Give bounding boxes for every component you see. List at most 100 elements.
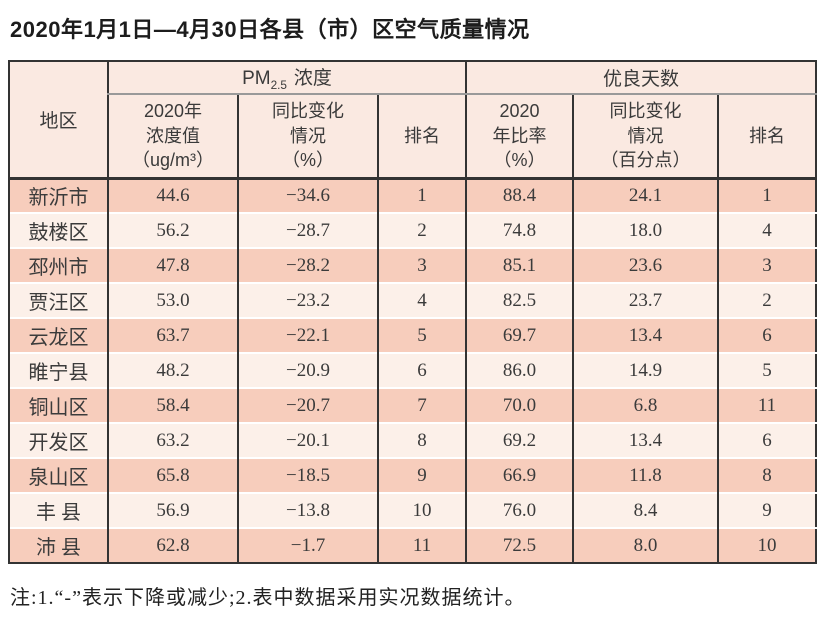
- region-cell: 邳州市: [8, 247, 108, 283]
- column-header-pm25-rank: 排名: [377, 94, 466, 178]
- section-header-good-days: 优良天数: [464, 61, 817, 95]
- sub-header-row: 2020年 浓度值 （ug/m³） 同比变化 情况 （%） 排名 2020 年比…: [9, 94, 817, 178]
- pm25-value-cell: 56.9: [107, 492, 238, 528]
- pm25-label-rest: 浓度: [293, 68, 332, 90]
- column-header-region: 地区: [8, 61, 108, 178]
- good-rank-cell: 3: [716, 247, 817, 283]
- pm25-value-cell: 44.6: [107, 176, 238, 213]
- good-rate-cell: 69.2: [465, 422, 573, 458]
- good-rate-cell: 88.4: [465, 176, 573, 213]
- region-cell: 新沂市: [8, 176, 108, 213]
- good-change-cell: 8.4: [572, 492, 718, 528]
- good-change-cell: 18.0: [572, 212, 718, 248]
- good-change-cell: 13.4: [572, 317, 718, 353]
- good-change-cell: 23.6: [572, 247, 718, 283]
- pm25-rank-cell: 4: [377, 282, 466, 318]
- region-cell: 鼓楼区: [8, 212, 108, 248]
- good-change-cell: 11.8: [572, 457, 718, 493]
- footnote: 注:1.“-”表示下降或减少;2.表中数据采用实况数据统计。: [10, 587, 526, 609]
- pm25-label-subscript: 2.5: [270, 78, 287, 92]
- pm25-value-cell: 48.2: [107, 352, 238, 388]
- pm25-rank-cell: 10: [377, 492, 466, 528]
- good-rate-cell: 85.1: [465, 247, 573, 283]
- table-row: 开发区 63.2 −20.1 8 69.2 13.4 6: [8, 422, 817, 458]
- good-rate-cell: 74.8: [465, 212, 573, 248]
- good-rate-cell: 76.0: [465, 492, 573, 528]
- good-rate-cell: 69.7: [465, 317, 573, 353]
- column-header-pm25-value: 2020年 浓度值 （ug/m³）: [107, 94, 238, 178]
- pm25-change-cell: −28.7: [237, 212, 378, 248]
- column-header-pm25-change: 同比变化 情况 （%）: [237, 94, 378, 178]
- pm25-value-cell: 47.8: [107, 247, 238, 283]
- good-rank-cell: 2: [716, 282, 817, 318]
- good-rate-cell: 66.9: [465, 457, 573, 493]
- pm25-rank-cell: 1: [377, 176, 466, 213]
- pm25-rank-cell: 6: [377, 352, 466, 388]
- section-header-row: 地区 PM2.5 浓度 优良天数: [8, 61, 817, 178]
- region-cell: 沛 县: [8, 527, 108, 563]
- good-change-cell: 14.9: [572, 352, 718, 388]
- region-cell: 丰 县: [8, 492, 108, 528]
- pm25-value-cell: 58.4: [107, 387, 238, 423]
- pm25-rank-cell: 8: [377, 422, 466, 458]
- good-rate-cell: 82.5: [465, 282, 573, 318]
- pm25-change-cell: −1.7: [237, 527, 378, 563]
- table-row: 贾汪区 53.0 −23.2 4 82.5 23.7 2: [8, 282, 817, 318]
- pm25-change-cell: −20.7: [237, 387, 378, 423]
- pm25-rank-cell: 11: [377, 527, 466, 563]
- good-change-cell: 23.7: [572, 282, 718, 318]
- good-rank-cell: 9: [716, 492, 817, 528]
- pm25-value-cell: 65.8: [107, 457, 238, 493]
- good-rank-cell: 1: [716, 176, 817, 213]
- table-row: 睢宁县 48.2 −20.9 6 86.0 14.9 5: [8, 352, 817, 388]
- pm25-change-cell: −22.1: [237, 317, 378, 353]
- good-change-cell: 13.4: [572, 422, 718, 458]
- pm25-change-cell: −20.1: [237, 422, 378, 458]
- pm25-change-cell: −13.8: [237, 492, 378, 528]
- pm25-change-cell: −23.2: [237, 282, 378, 318]
- good-rank-cell: 4: [716, 212, 817, 248]
- good-change-cell: 6.8: [572, 387, 718, 423]
- good-rate-cell: 72.5: [465, 527, 573, 563]
- pm25-value-cell: 56.2: [107, 212, 238, 248]
- pm25-value-cell: 53.0: [107, 282, 238, 318]
- good-rank-cell: 11: [716, 387, 817, 423]
- region-cell: 泉山区: [8, 457, 108, 493]
- table-row: 铜山区 58.4 −20.7 7 70.0 6.8 11: [8, 387, 817, 423]
- pm25-value-cell: 63.2: [107, 422, 238, 458]
- pm25-label-main: PM: [242, 68, 271, 90]
- column-header-good-rank: 排名: [716, 94, 817, 178]
- section-header-pm25: PM2.5 浓度: [107, 61, 466, 95]
- table-header: 地区 PM2.5 浓度 优良天数 2020年 浓度值 （ug/m³） 同比变化 情…: [8, 61, 817, 178]
- table-row: 鼓楼区 56.2 −28.7 2 74.8 18.0 4: [8, 212, 817, 248]
- pm25-change-cell: −34.6: [237, 176, 378, 213]
- column-header-good-rate: 2020 年比率 （%）: [465, 94, 573, 178]
- pm25-rank-cell: 3: [377, 247, 466, 283]
- good-rate-cell: 70.0: [465, 387, 573, 423]
- pm25-rank-cell: 2: [377, 212, 466, 248]
- region-cell: 睢宁县: [8, 352, 108, 388]
- pm25-rank-cell: 7: [377, 387, 466, 423]
- pm25-change-cell: −20.9: [237, 352, 378, 388]
- region-cell: 铜山区: [8, 387, 108, 423]
- page-title: 2020年1月1日—4月30日各县（市）区空气质量情况: [10, 17, 530, 42]
- pm25-value-cell: 63.7: [107, 317, 238, 353]
- pm25-rank-cell: 5: [377, 317, 466, 353]
- good-rank-cell: 5: [716, 352, 817, 388]
- pm25-change-cell: −28.2: [237, 247, 378, 283]
- column-header-good-change: 同比变化 情况 （百分点）: [572, 94, 718, 178]
- good-rate-cell: 86.0: [465, 352, 573, 388]
- air-quality-table: 地区 PM2.5 浓度 优良天数 2020年 浓度值 （ug/m³） 同比变化 情…: [8, 60, 818, 564]
- good-rank-cell: 6: [716, 317, 817, 353]
- pm25-value-cell: 62.8: [107, 527, 238, 563]
- table-row: 沛 县 62.8 −1.7 11 72.5 8.0 10: [8, 527, 817, 563]
- good-rank-cell: 10: [716, 527, 817, 563]
- good-change-cell: 24.1: [572, 176, 718, 213]
- table-row: 泉山区 65.8 −18.5 9 66.9 11.8 8: [8, 457, 817, 493]
- pm25-change-cell: −18.5: [237, 457, 378, 493]
- table-row: 丰 县 56.9 −13.8 10 76.0 8.4 9: [8, 492, 817, 528]
- good-change-cell: 8.0: [572, 527, 718, 563]
- pm25-rank-cell: 9: [377, 457, 466, 493]
- good-rank-cell: 6: [716, 422, 817, 458]
